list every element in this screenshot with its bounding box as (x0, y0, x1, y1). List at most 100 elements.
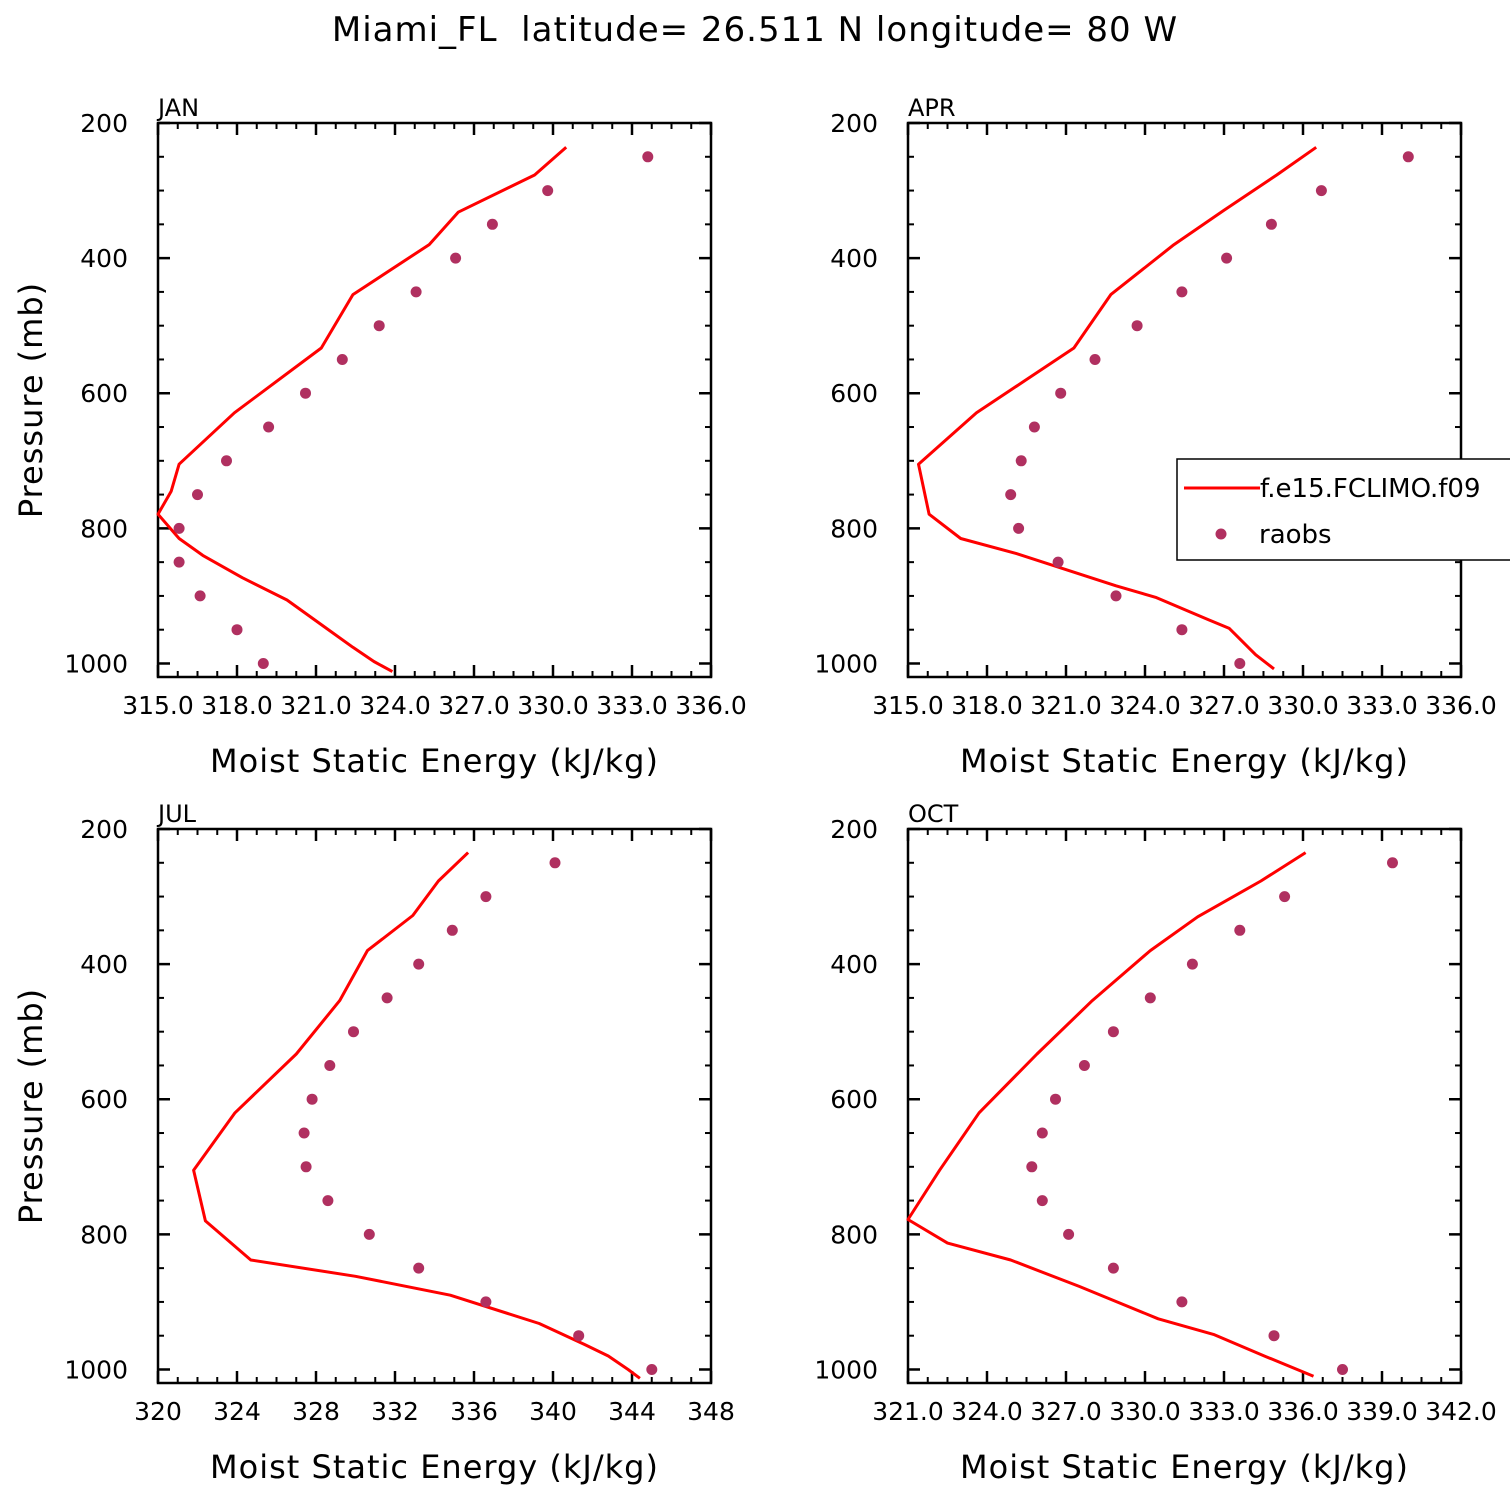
panel-apr: 315.0 318.0 321.0 324.0 327.0 330.0 333.0 336.0… (814, 94, 1496, 780)
raobs-point (373, 320, 385, 332)
panel-jul: 320 324 328 332 336 340 344 348 200 400 600 800 1000… (12, 800, 735, 1486)
raobs-point (336, 354, 348, 365)
raobs-point (646, 1364, 658, 1375)
x-tick-label: 348 (687, 1397, 735, 1426)
raobs-point (642, 151, 654, 163)
plot-frame (156, 121, 713, 679)
x-tick-label: 339.0 (1346, 1397, 1418, 1426)
legend-box (1176, 458, 1510, 561)
raobs-point (298, 1127, 310, 1139)
x-tick-label: 340 (529, 1397, 577, 1426)
raobs-point (1063, 1228, 1075, 1240)
x-tick-label: 327.0 (1030, 1397, 1102, 1426)
y-tick-label: 200 (830, 815, 878, 844)
x-tick-label: 336.0 (1267, 1397, 1339, 1426)
x-axis-title: Moist Static Energy (kJ/kg) (960, 742, 1409, 780)
y-tick-label: 600 (830, 1085, 878, 1114)
panel-label: APR (908, 94, 956, 122)
y-tick-label: 800 (80, 1220, 128, 1249)
x-tick-label: 336.0 (1425, 691, 1497, 720)
raobs-point (486, 218, 498, 230)
legend: f.e15.FCLIMO.f09 raobs (1176, 458, 1510, 561)
y-tick-label: 800 (830, 514, 878, 543)
x-tick-label: 315.0 (122, 691, 194, 720)
raobs-point (480, 891, 492, 903)
x-axis-title: Moist Static Energy (kJ/kg) (960, 1448, 1409, 1486)
raobs-point (1015, 455, 1027, 467)
raobs-point (450, 252, 462, 264)
raobs-point (173, 522, 185, 534)
x-tick-label: 318.0 (201, 691, 273, 720)
raobs-point (1387, 857, 1398, 869)
y-tick-label: 200 (80, 109, 128, 138)
raobs-point (1055, 387, 1067, 399)
raobs-point (300, 387, 311, 399)
x-tick-label: 320 (134, 1397, 182, 1426)
panel-label: JUL (156, 800, 197, 828)
raobs-point (324, 1060, 336, 1071)
raobs-point (1013, 522, 1025, 534)
x-tick-label: 342.0 (1425, 1397, 1497, 1426)
raobs-point (257, 658, 269, 669)
raobs-point (1028, 421, 1040, 433)
x-axis-title: Moist Static Energy (kJ/kg) (210, 1448, 659, 1486)
raobs-point (1089, 354, 1101, 365)
x-tick-label: 336.0 (675, 691, 747, 720)
raobs-point (1078, 1060, 1090, 1071)
x-tick-label: 327.0 (438, 691, 510, 720)
raobs-point (542, 185, 554, 197)
raobs-point (1268, 1330, 1280, 1342)
raobs-point (1265, 218, 1277, 230)
y-tick-label: 400 (80, 950, 128, 979)
x-tick-label: 333.0 (1188, 1397, 1260, 1426)
raobs-point (1107, 1026, 1119, 1038)
raobs-point (1005, 489, 1017, 501)
model-line-series (156, 146, 568, 673)
y-axis-title: Pressure (mb) (12, 988, 50, 1224)
raobs-point (173, 556, 185, 568)
raobs-point (1337, 1364, 1348, 1375)
y-tick-label: 800 (830, 1220, 878, 1249)
y-tick-label: 400 (80, 244, 128, 273)
panel-oct: 321.0 324.0 327.0 330.0 333.0 336.0 339.0 342.0… (814, 800, 1496, 1486)
panel-jan: 315.0 318.0 321.0 324.0 327.0 330.0 333.0 336.0… (12, 94, 747, 780)
x-tick-label: 321.0 (1030, 691, 1102, 720)
raobs-point (549, 857, 561, 869)
raobs-point (1221, 252, 1233, 264)
raobs-point (1036, 1127, 1048, 1139)
x-tick-label: 344 (608, 1397, 656, 1426)
raobs-point (1402, 151, 1414, 163)
y-tick-label: 1000 (814, 649, 878, 678)
raobs-point (363, 1228, 375, 1240)
raobs-point (306, 1093, 318, 1105)
raobs-point (1186, 958, 1198, 970)
raobs-point (410, 286, 422, 298)
x-tick-label: 330.0 (517, 691, 589, 720)
raobs-point (192, 489, 203, 501)
x-tick-label: 328 (292, 1397, 340, 1426)
y-tick-label: 400 (830, 244, 878, 273)
raobs-point (263, 421, 275, 433)
raobs-point (1176, 624, 1188, 636)
x-tick-label: 330.0 (1267, 691, 1339, 720)
raobs-point (446, 924, 458, 936)
raobs-point (413, 958, 425, 970)
panel-label: OCT (908, 800, 959, 828)
model-line-series (917, 146, 1318, 671)
raobs-point (231, 624, 243, 636)
raobs-point (1176, 286, 1188, 298)
raobs-point (1050, 1093, 1061, 1105)
raobs-point (381, 992, 393, 1004)
raobs-point (1036, 1195, 1048, 1207)
plot-frame (906, 121, 1463, 679)
raobs-point (1234, 658, 1246, 669)
x-tick-label: 324 (213, 1397, 261, 1426)
x-tick-label: 315.0 (872, 691, 944, 720)
raobs-point (1131, 320, 1143, 332)
raobs-point (413, 1262, 425, 1274)
raobs-point (480, 1296, 492, 1308)
x-tick-label: 330.0 (1109, 1397, 1181, 1426)
raobs-point (1144, 992, 1156, 1004)
raobs-point (1110, 590, 1122, 602)
raobs-point (1234, 924, 1246, 936)
